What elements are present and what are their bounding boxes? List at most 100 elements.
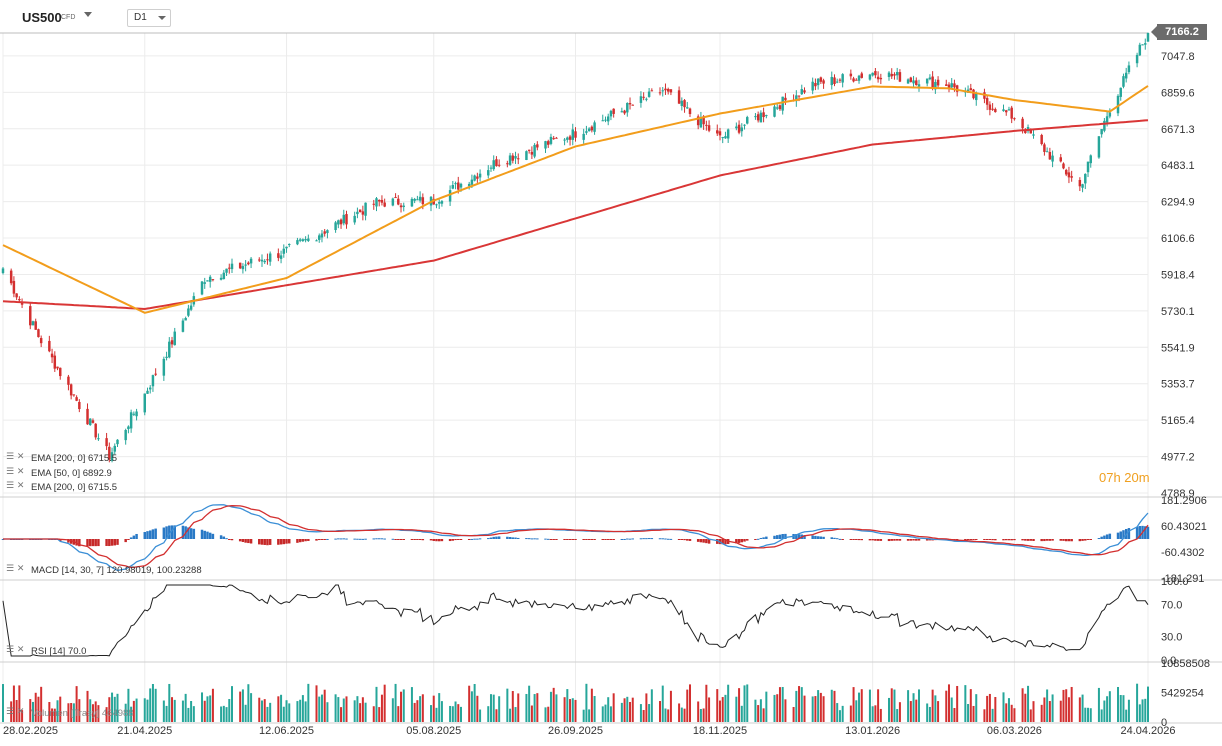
volume-bar	[588, 709, 591, 722]
indicator-2-controls[interactable]: ☰ ✕	[6, 467, 25, 477]
candle-body	[626, 102, 629, 113]
volume-bar	[1147, 686, 1149, 722]
macd-histogram-bar	[437, 538, 441, 542]
volume-bar	[438, 693, 441, 722]
candle-body	[737, 124, 741, 133]
volume-bar	[192, 706, 195, 722]
volume-bar	[394, 683, 397, 722]
macd-histogram-bar	[514, 537, 517, 539]
volume-bar	[449, 705, 452, 722]
volume-bar	[91, 704, 94, 722]
symbol-name[interactable]: US500	[22, 10, 62, 25]
candle-body	[555, 137, 558, 139]
indicator-1-controls[interactable]: ☰ ✕	[6, 452, 25, 462]
rsi-controls[interactable]: ☰ ✕	[6, 645, 25, 655]
macd-histogram-bar	[555, 538, 558, 540]
candle-body	[184, 318, 187, 321]
macd-histogram-bar	[399, 538, 403, 540]
macd-controls[interactable]: ☰ ✕	[6, 564, 25, 574]
candle-body	[337, 220, 340, 225]
macd-histogram-bar	[1084, 538, 1087, 541]
candle-body	[574, 131, 577, 138]
volume-bar	[203, 700, 206, 722]
volume-bar	[607, 697, 610, 722]
macd-histogram-bar	[418, 538, 422, 540]
timeframe-select[interactable]: D1	[127, 9, 171, 27]
volume-bar	[263, 699, 266, 722]
candle-body	[12, 280, 16, 294]
macd-histogram-bar	[860, 538, 863, 541]
candle-body	[544, 141, 547, 149]
volume-bar	[1065, 689, 1068, 722]
candle-body	[211, 279, 215, 281]
candle-body	[972, 89, 975, 99]
x-tick-label: 18.11.2025	[693, 725, 747, 737]
volume-bar	[907, 690, 910, 722]
candle-body	[795, 95, 798, 102]
macd-histogram-bar	[78, 538, 81, 547]
symbol-dropdown-icon[interactable]	[84, 12, 92, 17]
volume-bar	[604, 704, 607, 722]
candle-body	[743, 124, 746, 126]
volume-bar	[757, 705, 760, 722]
candle-body	[459, 183, 463, 188]
volume-bar	[451, 706, 454, 722]
volume-bar	[143, 698, 146, 722]
candle-body	[170, 340, 174, 345]
macd-histogram-bar	[533, 538, 536, 540]
volume-controls[interactable]: ☰ ✕	[6, 707, 25, 717]
candle-body	[1048, 151, 1052, 160]
volume-bar	[361, 697, 364, 722]
macd-histogram-bar	[241, 538, 245, 543]
y-tick-label: 6671.3	[1161, 124, 1195, 136]
volume-bar	[75, 686, 78, 722]
macd-histogram-bar	[857, 538, 861, 541]
volume-bar	[1081, 694, 1084, 722]
indicator-3-controls[interactable]: ☰ ✕	[6, 481, 25, 491]
volume-bar	[860, 689, 863, 722]
volume-bar	[111, 692, 114, 722]
candle-body	[803, 90, 806, 93]
macd-histogram-bar	[784, 533, 787, 539]
candle-body	[756, 114, 760, 121]
volume-bar	[228, 699, 231, 722]
volume-bar	[1002, 692, 1005, 722]
volume-bar	[51, 708, 54, 722]
candle-body	[148, 387, 152, 390]
volume-bar	[190, 701, 193, 722]
volume-bar	[304, 701, 307, 722]
candle-body	[129, 412, 133, 429]
macd-histogram-bar	[568, 538, 572, 540]
candle-body	[590, 126, 594, 131]
candle-body	[127, 426, 130, 430]
macd-histogram-bar	[909, 538, 913, 541]
volume-bar	[689, 684, 691, 722]
volume-bar	[511, 691, 514, 722]
candle-body	[301, 239, 305, 242]
volume-bar	[724, 694, 727, 722]
macd-histogram-bar	[754, 538, 757, 540]
volume-bar	[70, 702, 73, 722]
macd-histogram-bar	[162, 527, 166, 539]
candle-body	[39, 338, 43, 344]
candle-body	[645, 98, 648, 100]
macd-histogram-bar	[86, 538, 89, 547]
volume-bar	[811, 696, 814, 722]
volume-bar	[15, 700, 18, 722]
macd-histogram-bar	[268, 538, 272, 545]
volume-bar	[533, 694, 536, 722]
macd-histogram-bar	[116, 538, 119, 545]
macd-histogram-bar	[249, 538, 253, 544]
symbol-type-tag: CFD	[61, 14, 76, 21]
volume-bar	[258, 697, 261, 722]
volume-bar	[574, 699, 577, 722]
macd-histogram-bar	[746, 538, 749, 541]
macd-histogram-bar	[830, 537, 833, 539]
volume-bar	[375, 686, 378, 722]
macd-histogram-bar	[1051, 538, 1054, 541]
macd-histogram-bar	[97, 538, 100, 547]
macd-y-tick-label: -60.4302	[1161, 547, 1204, 559]
volume-bar	[909, 701, 912, 722]
candle-body	[323, 231, 326, 234]
